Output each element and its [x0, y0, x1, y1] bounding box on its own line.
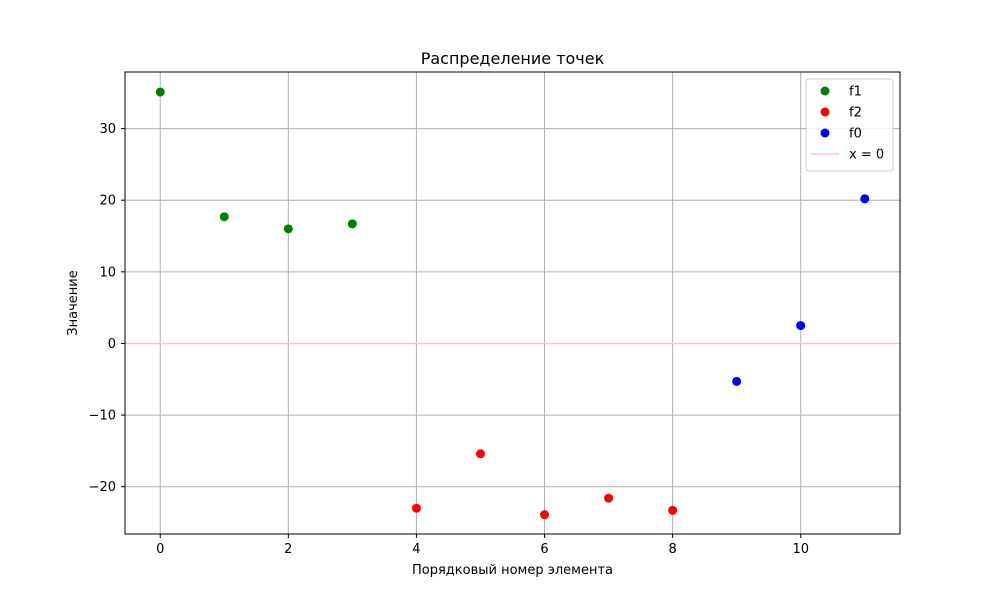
legend-label: f2	[849, 106, 862, 121]
x-tick-label: 0	[156, 542, 164, 557]
point-f0	[732, 376, 742, 386]
y-tick-label: −10	[89, 409, 116, 424]
point-f2	[475, 449, 485, 459]
y-tick-label: −20	[89, 480, 116, 495]
plot-frame	[124, 71, 901, 535]
legend-label: f1	[849, 85, 862, 100]
x-axis-label: Порядковый номер элемента	[412, 563, 613, 578]
y-tick-label: 0	[108, 337, 116, 352]
point-f2	[411, 503, 421, 513]
point-f2	[604, 493, 614, 503]
data-points	[155, 87, 870, 520]
legend-marker-f0	[820, 128, 830, 138]
point-f0	[860, 194, 870, 204]
legend-marker-f2	[820, 107, 830, 117]
point-f0	[796, 321, 806, 331]
legend-box	[805, 78, 894, 172]
point-f1	[347, 219, 357, 229]
x-tick-label: 4	[412, 542, 420, 557]
y-tick-label: 20	[99, 194, 116, 209]
legend-label: x = 0	[849, 148, 884, 163]
y-axis-ticks: −20 −10 0 10 20 30	[89, 122, 125, 495]
x-tick-label: 8	[668, 542, 676, 557]
point-f2	[668, 505, 678, 515]
point-f1	[155, 87, 165, 97]
point-f2	[540, 510, 550, 520]
legend-marker-f1	[820, 86, 830, 96]
chart-title: Распределение точек	[421, 49, 605, 68]
x-tick-label: 2	[284, 542, 292, 557]
point-f1	[219, 212, 229, 222]
x-tick-label: 10	[792, 542, 809, 557]
x-axis-ticks: 0 2 4 6 8 10	[156, 534, 809, 557]
legend-label: f0	[849, 127, 862, 142]
y-axis-label: Значение	[66, 270, 81, 335]
legend: f1 f2 f0 x = 0	[805, 78, 894, 172]
point-f1	[283, 224, 293, 234]
y-tick-label: 10	[99, 265, 116, 280]
x-tick-label: 6	[540, 542, 548, 557]
y-tick-label: 30	[99, 122, 116, 137]
